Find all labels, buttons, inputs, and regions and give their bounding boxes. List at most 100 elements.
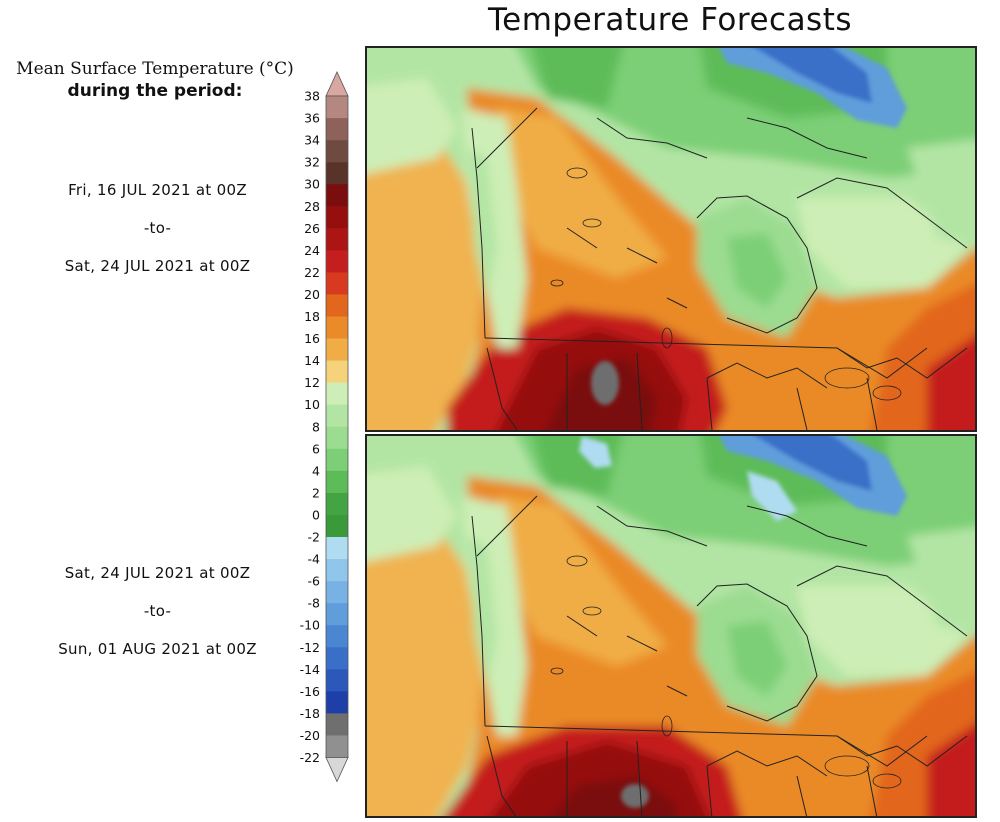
heat-max-spot xyxy=(621,784,649,808)
colorbar-tick-label: 22 xyxy=(304,265,320,280)
legend-heading: Mean Surface Temperature (°C) during the… xyxy=(0,58,310,102)
beaufort-region xyxy=(532,48,622,108)
boundary-line xyxy=(866,377,878,430)
atlantic-hot-region xyxy=(927,336,975,430)
colorbar-tick-label: -6 xyxy=(308,574,321,589)
colorbar-swatch xyxy=(326,691,348,714)
lake-outline xyxy=(582,606,602,616)
baffin-ice-region xyxy=(747,471,797,521)
boundary-line xyxy=(746,117,868,159)
boundary-line xyxy=(666,297,688,309)
boundary-line xyxy=(486,735,517,816)
temperature-colorbar: 38363432302826242220181614121086420-2-4-… xyxy=(300,71,349,783)
colorbar-tick-label: 0 xyxy=(312,507,320,522)
colorbar-tick-label: 12 xyxy=(304,375,320,390)
boundary-line xyxy=(471,127,486,339)
colorbar-swatch xyxy=(326,206,348,229)
arctic-sea-ice-region xyxy=(579,436,612,468)
boundary-line xyxy=(626,247,658,264)
political-boundaries xyxy=(471,495,968,816)
boundary-line xyxy=(476,107,538,169)
colorbar-tick-label: 38 xyxy=(304,89,320,104)
colorbar-tick-label: 24 xyxy=(304,243,320,258)
period-1-start: Fri, 16 JUL 2021 at 00Z xyxy=(68,181,247,199)
colorbar-tick-label: -22 xyxy=(300,750,320,765)
greenland-ice-core xyxy=(755,48,872,103)
colorbar-tick-label: 26 xyxy=(304,221,320,236)
colorbar-swatch xyxy=(326,184,348,207)
lake-outline xyxy=(872,773,902,789)
colorbar-tick-label: 20 xyxy=(304,287,320,302)
boundary-line xyxy=(696,195,818,334)
heat-max-spot xyxy=(591,361,619,405)
atlantic-hot-region xyxy=(927,724,975,816)
interior-warm-region xyxy=(497,496,667,666)
colorbar-tick-label: 4 xyxy=(312,463,320,478)
colorbar-swatch xyxy=(326,404,348,428)
boundary-line xyxy=(706,377,713,430)
page-title: Temperature Forecasts xyxy=(487,2,853,38)
colorbar-swatch xyxy=(326,272,348,295)
colorbar-tick-label: -14 xyxy=(300,662,320,677)
boundary-line xyxy=(796,775,808,816)
boundary-line xyxy=(706,765,713,816)
boundary-line xyxy=(486,347,518,430)
boundary-line xyxy=(566,227,598,249)
boundary-line xyxy=(696,583,818,722)
boundary-line xyxy=(476,495,538,557)
boundary-line xyxy=(706,362,828,389)
boundary-line xyxy=(836,347,968,379)
lake-outline xyxy=(824,367,870,389)
legend-heading-line2: during the period: xyxy=(67,81,243,101)
interior-warm-region xyxy=(497,108,667,278)
lake-outline xyxy=(566,555,588,567)
colorbar-tick-label: 30 xyxy=(304,177,320,192)
colorbar-tick-label: -4 xyxy=(308,552,321,567)
boundary-line xyxy=(836,735,968,767)
boundary-line xyxy=(484,337,928,379)
colorbar-swatch xyxy=(326,470,348,494)
forecast-map-period-1 xyxy=(365,46,977,432)
colorbar-tick-label: -2 xyxy=(308,530,320,545)
gulf-of-alaska-region xyxy=(367,78,457,174)
pacific-ocean-region xyxy=(367,526,487,816)
colorbar-swatch xyxy=(326,669,348,692)
labrador-sea-region xyxy=(907,527,975,634)
colorbar-swatch xyxy=(326,426,348,450)
period-2-end: Sun, 01 AUG 2021 at 00Z xyxy=(58,640,257,658)
colorbar-swatch xyxy=(326,647,348,670)
boundary-line xyxy=(596,117,708,159)
boundary-line xyxy=(866,765,878,816)
colorbar-swatch xyxy=(326,382,348,405)
period-2-separator: -to- xyxy=(143,602,172,620)
colorbar-swatch xyxy=(326,713,348,736)
colorbar-tick-label: 14 xyxy=(304,353,320,368)
colorbar-swatch xyxy=(326,140,348,163)
political-boundaries xyxy=(471,107,968,430)
boundary-line xyxy=(596,505,708,547)
greenland-ice-core xyxy=(755,436,872,491)
colorbar-tick-label: -10 xyxy=(300,618,320,633)
colorbar-arrow-below-22 xyxy=(325,757,349,783)
coastal-mountains-region xyxy=(467,148,497,298)
hudson-bay-deep-region xyxy=(727,621,787,696)
gulf-of-alaska-region xyxy=(367,466,457,562)
hudson-bay-deep-region xyxy=(727,233,787,308)
colorbar-tick-label: 16 xyxy=(304,331,320,346)
colorbar-tick-label: 10 xyxy=(304,397,320,412)
coastal-mountains-region xyxy=(467,536,497,686)
colorbar-swatch xyxy=(326,492,348,516)
colorbar-swatch xyxy=(326,537,348,560)
heat-extreme-region xyxy=(553,776,677,816)
colorbar-swatch xyxy=(326,735,348,758)
colorbar-tick-label: 2 xyxy=(312,485,320,500)
boundary-line xyxy=(666,685,688,697)
period-1-label: Fri, 16 JUL 2021 at 00Z -to- Sat, 24 JUL… xyxy=(0,180,315,294)
colorbar-tick-label: -12 xyxy=(300,640,320,655)
colorbar-swatch xyxy=(326,294,348,317)
lake-outline xyxy=(550,667,564,675)
lake-outline xyxy=(661,327,673,349)
lake-outline xyxy=(582,218,602,228)
colorbar-swatch xyxy=(326,448,348,472)
colorbar-tick-label: 36 xyxy=(304,111,320,126)
